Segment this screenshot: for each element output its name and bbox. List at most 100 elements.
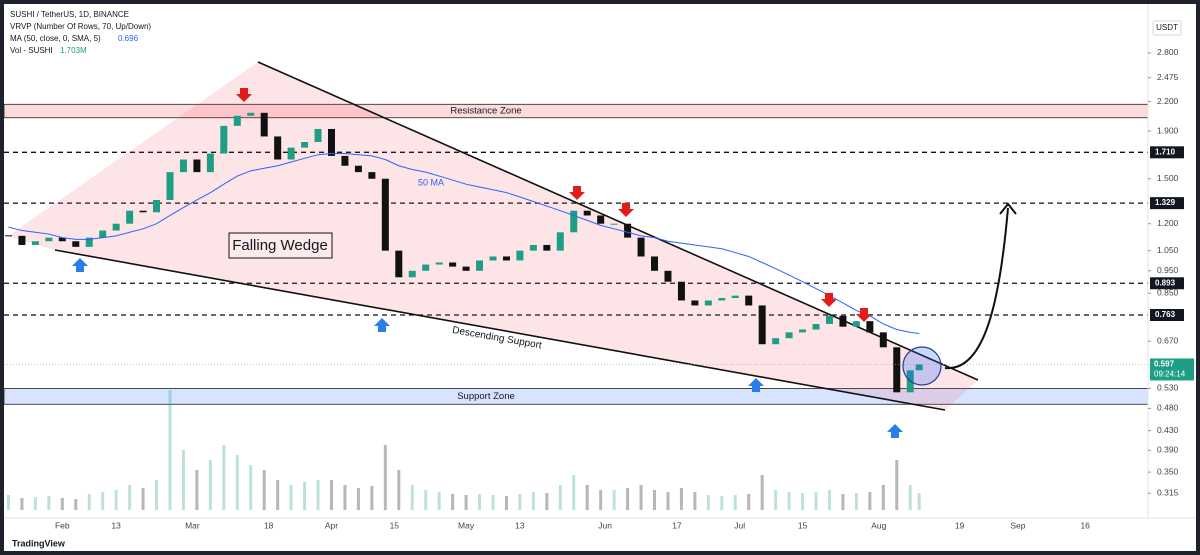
ma-value: 0.696 [118, 34, 139, 43]
y-tick-label: 0.315 [1157, 488, 1179, 498]
volume-bar [20, 498, 24, 510]
candle [799, 329, 807, 333]
down-arrow [856, 308, 872, 322]
candle [758, 305, 766, 345]
level-label: 0.763 [1155, 310, 1176, 319]
y-tick-label: 0.530 [1157, 383, 1179, 393]
volume-bar [679, 488, 683, 510]
volume-bar [276, 480, 280, 510]
y-tick-label: 1.500 [1157, 173, 1179, 183]
candle [745, 295, 753, 306]
candle [462, 266, 470, 271]
ma-label: 50 MA [418, 177, 444, 187]
candle [99, 230, 107, 238]
volume-bar [356, 488, 360, 510]
volume-bar [303, 482, 307, 510]
candle [543, 244, 551, 251]
y-tick-label: 0.950 [1157, 265, 1179, 275]
candle [435, 262, 443, 265]
volume-bar [6, 495, 10, 510]
candle [651, 256, 659, 271]
level-box [1150, 146, 1184, 159]
volume-bar [343, 485, 347, 510]
level-label: 1.710 [1155, 147, 1176, 156]
volume-bar [841, 494, 845, 510]
x-tick-label: Sep [1010, 520, 1025, 530]
candle [85, 237, 93, 247]
up-arrow [374, 318, 390, 332]
candle [341, 155, 349, 166]
y-tick-label: 0.390 [1157, 445, 1179, 455]
volume-bar [504, 496, 508, 510]
legend: SUSHI / TetherUS, 1D, BINANCE VRVP (Numb… [10, 10, 151, 55]
candle [153, 199, 161, 213]
currency-box [1152, 20, 1182, 36]
up-arrow [887, 424, 903, 438]
candle [287, 147, 295, 160]
volume-bar [424, 490, 428, 510]
x-tick-label: 13 [111, 520, 121, 530]
volume-bar [733, 495, 737, 510]
candle [583, 210, 591, 216]
candle [18, 235, 26, 245]
volume-bar [774, 490, 778, 510]
volume-bar [747, 494, 751, 510]
level-box [1150, 308, 1184, 321]
volume-name: Vol - SUSHI [10, 46, 53, 55]
volume-bar [706, 495, 710, 510]
volume-bar [908, 485, 912, 510]
wedge-label-box [228, 232, 333, 259]
volume-bar [383, 445, 387, 510]
x-tick-label: 15 [798, 520, 808, 530]
volume-bar [451, 494, 455, 510]
down-arrow [569, 186, 585, 200]
volume-bar [801, 493, 805, 510]
ma-line [8, 153, 920, 335]
x-tick-label: 16 [1080, 520, 1090, 530]
ma-name: MA (50, close, 0, SMA, 5) [10, 34, 101, 43]
volume-bar [222, 445, 226, 510]
current-price-label: 0.597 [1154, 360, 1175, 369]
volume-bar [101, 492, 105, 510]
y-tick-label: 1.200 [1157, 218, 1179, 228]
volume-bar [693, 492, 697, 510]
candle [233, 115, 241, 126]
x-tick-label: 15 [390, 520, 400, 530]
volume-bar [249, 465, 253, 510]
zone-label: Resistance Zone [450, 106, 521, 117]
candle [529, 244, 537, 251]
candle [476, 260, 484, 271]
level-box [1150, 277, 1184, 290]
x-tick-label: Apr [325, 520, 338, 530]
candle [260, 112, 268, 137]
volume-bar [316, 480, 320, 510]
symbol: SUSHI / TetherUS, 1D, BINANCE [10, 10, 129, 19]
candle [516, 250, 524, 261]
volume-bar [666, 492, 670, 510]
volume-bar [626, 488, 630, 510]
candle [31, 241, 39, 245]
candle [206, 153, 214, 173]
level-label: 0.893 [1155, 278, 1176, 287]
candle [354, 165, 362, 173]
brand: TradingView [12, 538, 66, 548]
candle [785, 332, 793, 339]
volume-bar [720, 496, 724, 510]
volume-bar [155, 480, 159, 510]
candle [408, 270, 416, 278]
candle [422, 264, 430, 271]
candle [112, 223, 120, 231]
level-label: 1.329 [1155, 198, 1176, 207]
candle [570, 210, 578, 233]
y-tick-label: 2.475 [1157, 72, 1179, 82]
x-tick-label: May [458, 520, 475, 530]
volume-bar [518, 494, 522, 510]
volume-bar [787, 492, 791, 510]
candle [502, 256, 510, 261]
indicator: VRVP (Number Of Rows, 70, Up/Down) [10, 22, 151, 31]
volume-bar [74, 499, 78, 510]
candle [772, 338, 780, 345]
volume-bar [329, 480, 333, 510]
x-tick-label: Mar [185, 520, 200, 530]
